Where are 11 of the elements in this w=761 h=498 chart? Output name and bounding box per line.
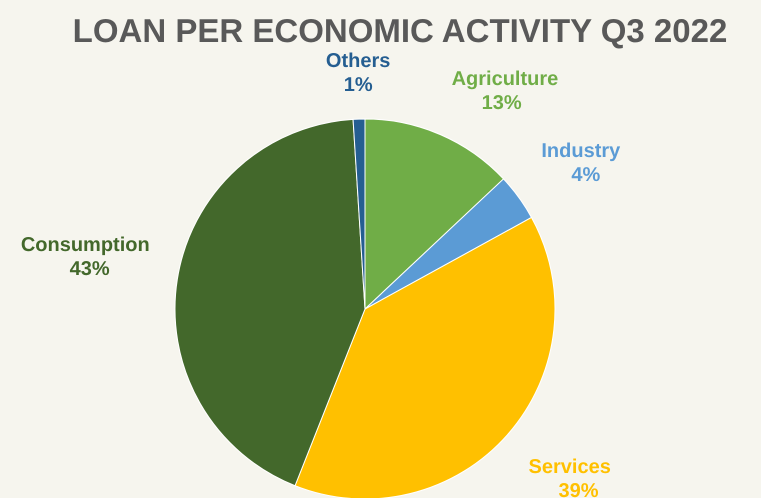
- data-label: 1%: [344, 74, 373, 96]
- data-label: 39%: [558, 480, 599, 498]
- slice-label: Others: [326, 50, 390, 72]
- chart-title: LOAN PER ECONOMIC ACTIVITY Q3 2022: [72, 12, 728, 49]
- slice-label: Industry: [541, 140, 622, 162]
- data-label: 4%: [571, 164, 600, 186]
- slice-label: Agriculture: [452, 68, 558, 90]
- slice-label: Services: [528, 456, 611, 478]
- data-label: 13%: [482, 92, 522, 114]
- data-label: 43%: [70, 258, 110, 280]
- slice-label: Consumption: [20, 234, 150, 256]
